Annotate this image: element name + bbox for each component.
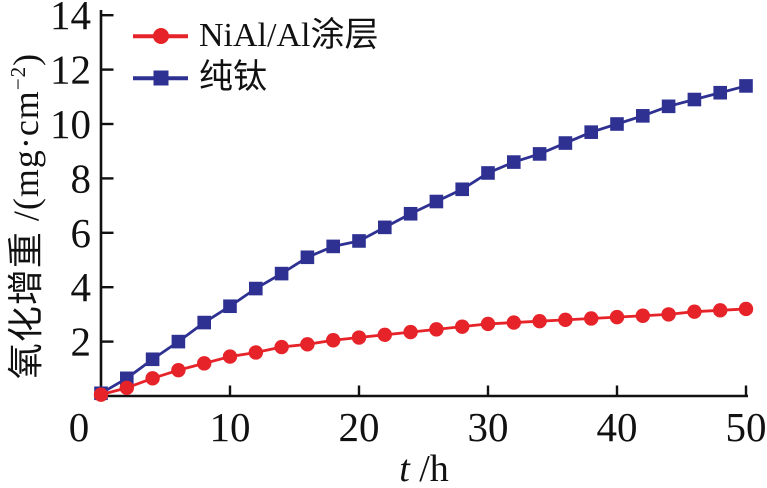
data-point-circle — [635, 308, 650, 323]
data-point-circle — [661, 307, 676, 322]
data-point-square — [274, 266, 289, 281]
data-point-circle — [197, 356, 212, 371]
y-tick-label: 12 — [50, 47, 91, 93]
x-tick-label: 40 — [597, 404, 638, 450]
data-point-square — [739, 79, 753, 93]
data-point-circle — [455, 319, 470, 334]
data-point-circle — [532, 314, 547, 329]
data-point-square — [326, 239, 340, 254]
data-point-circle — [145, 371, 160, 386]
square-marker-icon — [153, 70, 168, 86]
y-axis-unit-open: /(mg·cm — [6, 90, 46, 232]
data-point-square — [687, 92, 702, 107]
x-axis-title: t /h — [399, 450, 449, 488]
legend-key-circle-icon — [133, 26, 188, 46]
circle-marker-icon — [152, 28, 169, 44]
data-point-square — [429, 194, 444, 209]
data-point-square — [352, 234, 366, 248]
data-point-square — [636, 109, 650, 123]
data-point-square — [661, 99, 676, 114]
data-point-circle — [351, 330, 367, 345]
data-point-square — [713, 85, 727, 100]
data-point-circle — [429, 322, 444, 337]
y-axis-unit-exponent: −2 — [6, 65, 30, 91]
x-tick-label: 10 — [210, 404, 251, 450]
data-point-circle — [300, 337, 315, 352]
data-point-circle — [93, 387, 109, 402]
data-point-circle — [326, 333, 341, 348]
y-axis-unit-close: ) — [6, 52, 46, 66]
x-tick-label: 20 — [339, 404, 380, 450]
origin-tick-label: 0 — [69, 404, 90, 450]
data-point-square — [197, 315, 211, 330]
x-axis-variable: t — [399, 448, 410, 488]
series-line — [100, 84, 747, 395]
data-point-square — [145, 352, 160, 367]
legend-label-nial-al-coating: NiAl/Al涂层 — [199, 17, 379, 54]
data-point-circle — [222, 349, 238, 364]
data-point-circle — [274, 339, 289, 355]
y-tick-label: 4 — [71, 264, 92, 310]
legend-item-pure-titanium: 纯钛 — [133, 57, 378, 99]
data-point-circle — [506, 315, 521, 330]
data-point-square — [507, 155, 521, 169]
data-point-square — [249, 281, 263, 296]
y-tick-label: 14 — [50, 0, 91, 38]
data-point-circle — [248, 345, 263, 360]
data-point-square — [223, 299, 237, 314]
y-tick-label: 2 — [71, 319, 92, 365]
data-point-circle — [609, 309, 625, 325]
x-axis-unit: /h — [409, 448, 449, 488]
data-point-circle — [377, 327, 392, 342]
y-tick-label: 8 — [71, 155, 92, 201]
data-point-square — [481, 166, 495, 180]
data-point-square — [378, 220, 392, 235]
legend-item-nial-al-coating: NiAl/Al涂层 — [133, 15, 378, 57]
x-tick-label: 50 — [726, 404, 767, 450]
data-point-circle — [713, 303, 728, 318]
data-point-square — [610, 117, 624, 131]
x-tick-label: 30 — [468, 404, 509, 450]
data-point-square — [455, 182, 469, 197]
data-point-circle — [687, 304, 702, 319]
data-point-circle — [738, 301, 754, 317]
legend-key-square-icon — [133, 68, 188, 88]
data-point-square — [403, 206, 418, 221]
data-point-square — [171, 334, 186, 349]
data-point-circle — [403, 324, 418, 340]
data-point-square — [532, 147, 547, 161]
data-point-circle — [480, 316, 496, 332]
y-axis-title-text: 氧化增重 — [6, 231, 46, 380]
data-point-circle — [558, 312, 573, 328]
data-point-circle — [171, 362, 186, 378]
legend-label-pure-titanium: 纯钛 — [199, 59, 267, 96]
y-tick-label: 6 — [71, 210, 92, 256]
y-tick-label: 10 — [50, 101, 91, 147]
data-point-circle — [119, 380, 134, 396]
data-point-square — [584, 125, 598, 139]
data-point-circle — [584, 311, 599, 326]
legend: NiAl/Al涂层 纯钛 — [133, 15, 378, 99]
data-point-square — [558, 136, 573, 150]
data-point-square — [300, 250, 315, 265]
y-axis-title: 氧化增重 /(mg·cm−2) — [6, 52, 46, 380]
